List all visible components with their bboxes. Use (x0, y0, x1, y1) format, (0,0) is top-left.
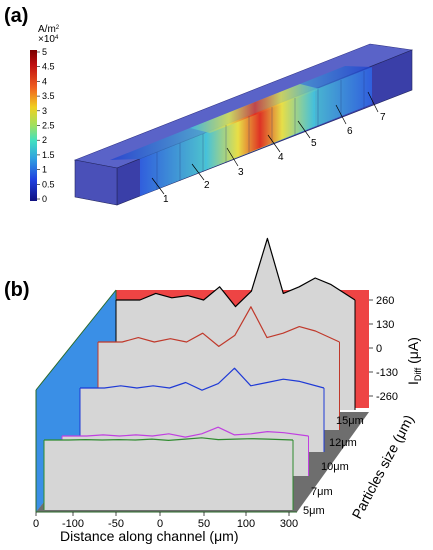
electrode-number: 7 (380, 112, 386, 123)
ridge-line (44, 437, 294, 441)
depth-axis-ticks: 15μm 12μm 10μm 7μm 5μm (303, 415, 364, 517)
x-tick-label: 100 (237, 518, 255, 530)
panel-a-label: (a) (4, 5, 28, 27)
ridge-line (98, 306, 340, 347)
colorbar: A/m2 ×104 54.543.532.521.510.50 (30, 24, 60, 204)
colorbar-tick-label: 2 (42, 135, 47, 145)
depth-tick-label: 5μm (303, 505, 325, 517)
colorbar-tick-label: 2.5 (42, 121, 55, 131)
colorbar-tick-label: 0.5 (42, 179, 55, 189)
ridge-fill (80, 368, 324, 452)
ridge-line (80, 367, 325, 391)
colorbar-unit: A/m (38, 24, 56, 35)
svg-text:×104: ×104 (38, 34, 59, 45)
colorbar-scale: ×10 (38, 34, 55, 45)
y-tick-label: 130 (376, 319, 394, 331)
y-axis-ticks: 260 130 0 -130 -260 (369, 295, 398, 403)
electrode-number: 1 (163, 194, 169, 205)
x-tick-label: 50 (198, 518, 210, 530)
depth-axis-label: Particles size (μm) (349, 412, 417, 521)
channel-3d (73, 43, 414, 206)
ridge-fill (44, 437, 293, 510)
panel-b-label: (b) (4, 279, 30, 301)
colorbar-unit-sup: 2 (56, 25, 60, 31)
electrode-number: 4 (278, 152, 284, 163)
x-tick-label: -50 (108, 518, 124, 530)
colorbar-tick-label: 1 (42, 165, 47, 175)
electrode-numbers: 1 2 3 4 5 6 7 (163, 112, 386, 205)
svg-text:A/m2: A/m2 (38, 24, 60, 35)
depth-tick-label: 12μm (329, 437, 357, 449)
ridge-line (62, 426, 309, 438)
colorbar-tick-label: 3.5 (42, 91, 55, 101)
y-tick-label: 0 (376, 343, 382, 355)
ridge-series (43, 237, 356, 510)
electrode-number: 6 (347, 126, 353, 137)
y-axis-label: IDiff (μA) (405, 337, 423, 385)
y-tick-label: -260 (376, 391, 398, 403)
x-tick-label: 0 (157, 518, 163, 530)
depth-tick-label: 15μm (336, 415, 364, 427)
depth-tick-label: 10μm (321, 461, 349, 473)
colorbar-tick-label: 1.5 (42, 150, 55, 160)
x-tick-label: 0 (33, 518, 39, 530)
colorbar-tick-label: 5 (42, 47, 47, 57)
electrode-number: 2 (204, 180, 210, 191)
colorbar-tick-label: 3 (42, 106, 47, 116)
colorbar-tick-label: 0 (42, 194, 47, 204)
ridge-line (116, 237, 356, 308)
x-tick-label: 300 (280, 518, 298, 530)
colorbar-scale-sup: 4 (55, 35, 59, 41)
x-tick-label: -100 (62, 518, 84, 530)
colorbar-tick-label: 4.5 (42, 62, 55, 72)
x-axis-ticks: 0 -100 -50 0 50 100 300 (33, 512, 298, 530)
colorbar-tick-label: 4 (42, 76, 47, 86)
depth-tick-label: 7μm (311, 486, 333, 498)
colorbar-gradient (30, 50, 37, 201)
electrode-number: 5 (311, 138, 317, 149)
y-tick-label: 260 (376, 295, 394, 307)
electrode-number: 3 (238, 167, 244, 178)
x-axis-label: Distance along channel (μm) (60, 528, 239, 544)
colorbar-ticks: 5 4.5 4 3.5 3 2.5 2 1.5 1 0.5 0 (37, 47, 55, 204)
y-tick-label: -130 (376, 367, 398, 379)
